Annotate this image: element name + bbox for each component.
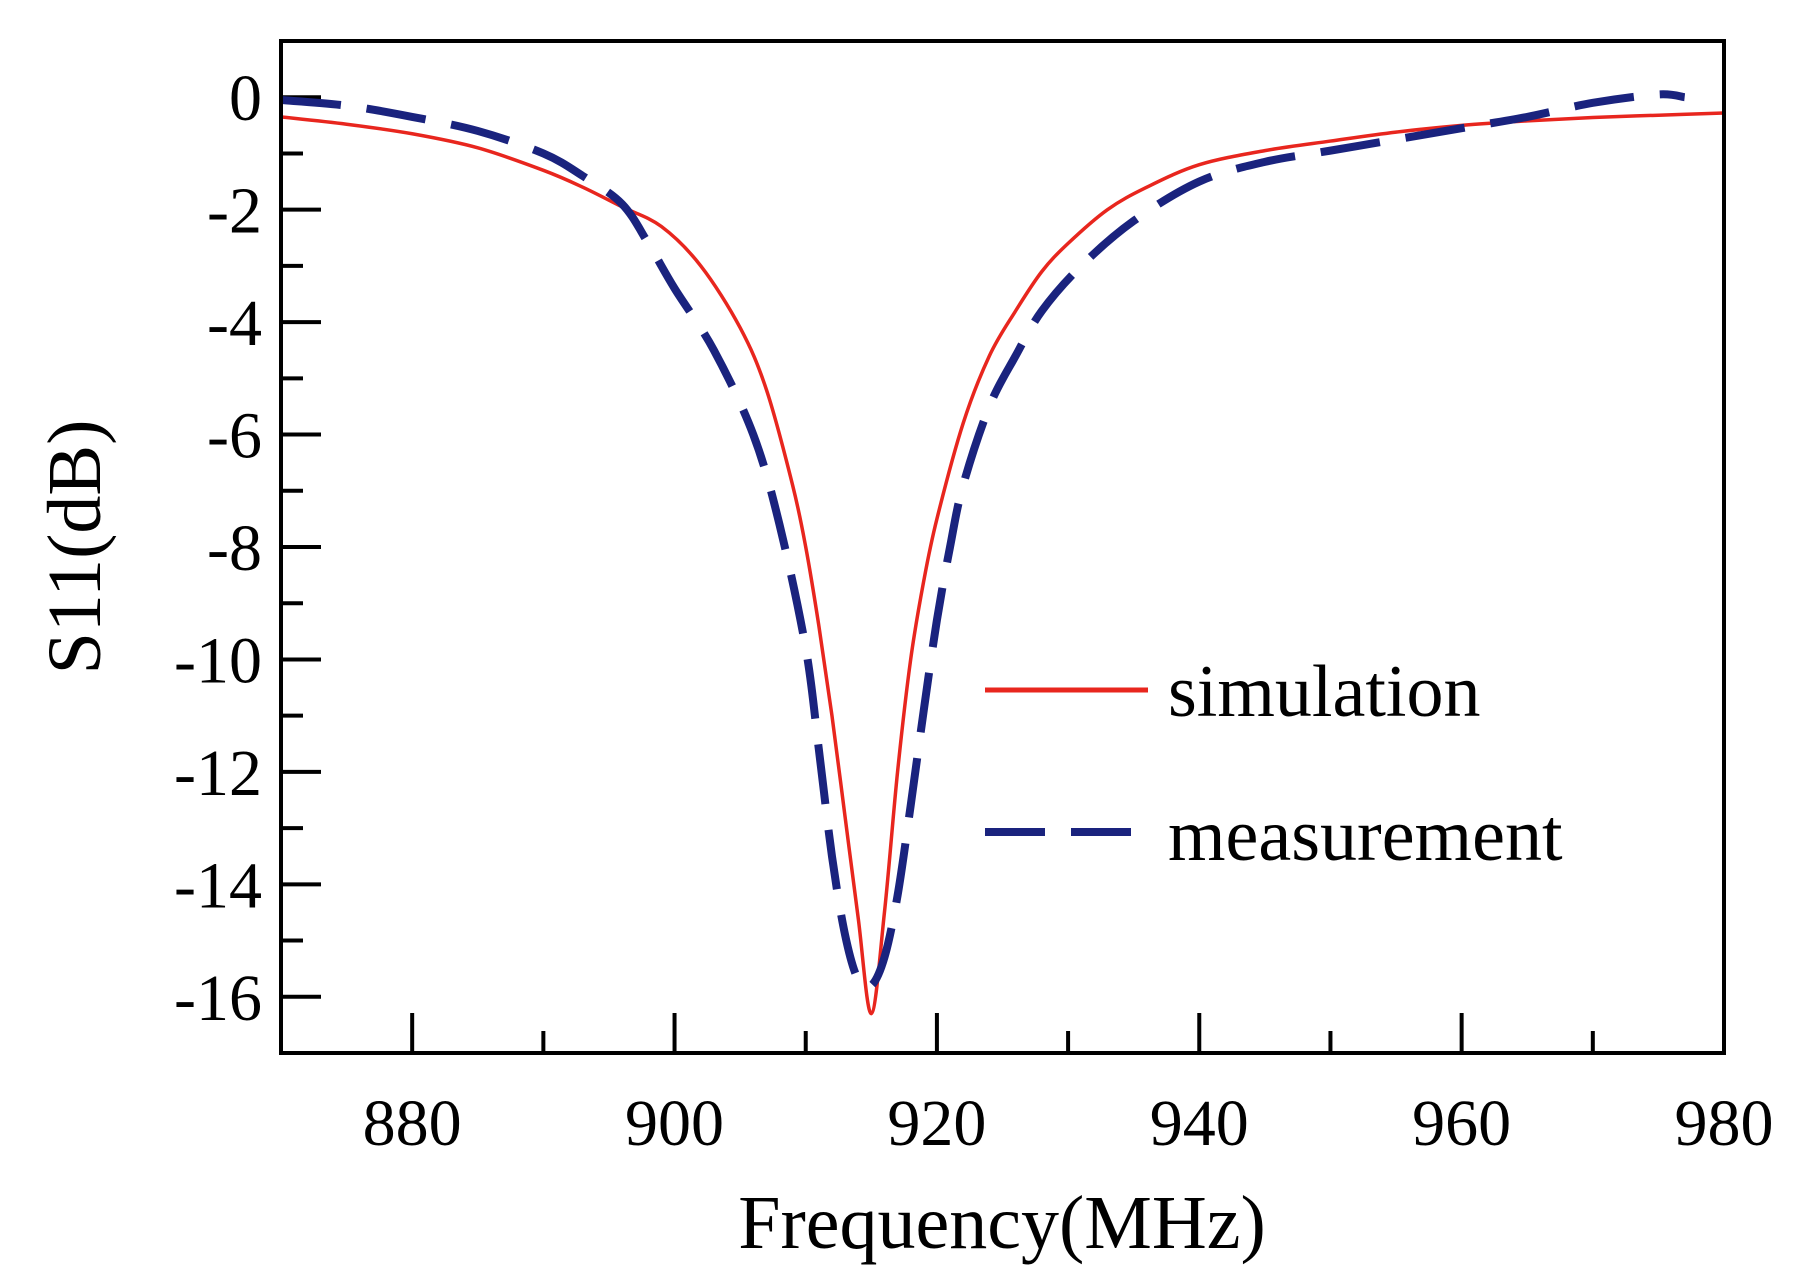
y-tick-label--16: -16 (174, 962, 262, 1035)
y-tick-label--14: -14 (174, 849, 262, 922)
legend: simulation measurement (985, 651, 1563, 877)
x-tick-label-940: 940 (1150, 1087, 1249, 1160)
legend-label-measurement: measurement (1168, 795, 1563, 877)
tick-labels-layer: 880 900 920 940 960 980 0 -2 -4 -6 -8 -10 -12 -14 -16 (174, 62, 1773, 1160)
y-tick-label--4: -4 (207, 287, 262, 360)
y-tick-label-0: 0 (229, 62, 262, 135)
series-layer (281, 90, 1724, 1016)
series-line-measurement (281, 90, 1686, 992)
x-tick-label-960: 960 (1412, 1087, 1511, 1160)
x-tick-label-900: 900 (625, 1087, 724, 1160)
y-axis-title: S11(dB) (33, 420, 117, 675)
legend-label-simulation: simulation (1168, 651, 1480, 733)
y-tick-label--2: -2 (207, 175, 262, 248)
x-tick-label-880: 880 (363, 1087, 462, 1160)
x-tick-label-980: 980 (1675, 1087, 1774, 1160)
x-axis-title: Frequency(MHz) (738, 1181, 1266, 1265)
y-tick-label--10: -10 (174, 624, 262, 697)
y-tick-label--8: -8 (207, 512, 262, 585)
series-line-simulation (281, 111, 1724, 1016)
y-tick-label--12: -12 (174, 737, 262, 810)
plot-frame (279, 39, 1726, 1055)
y-tick-label--6: -6 (207, 400, 262, 473)
x-tick-label-920: 920 (887, 1087, 986, 1160)
